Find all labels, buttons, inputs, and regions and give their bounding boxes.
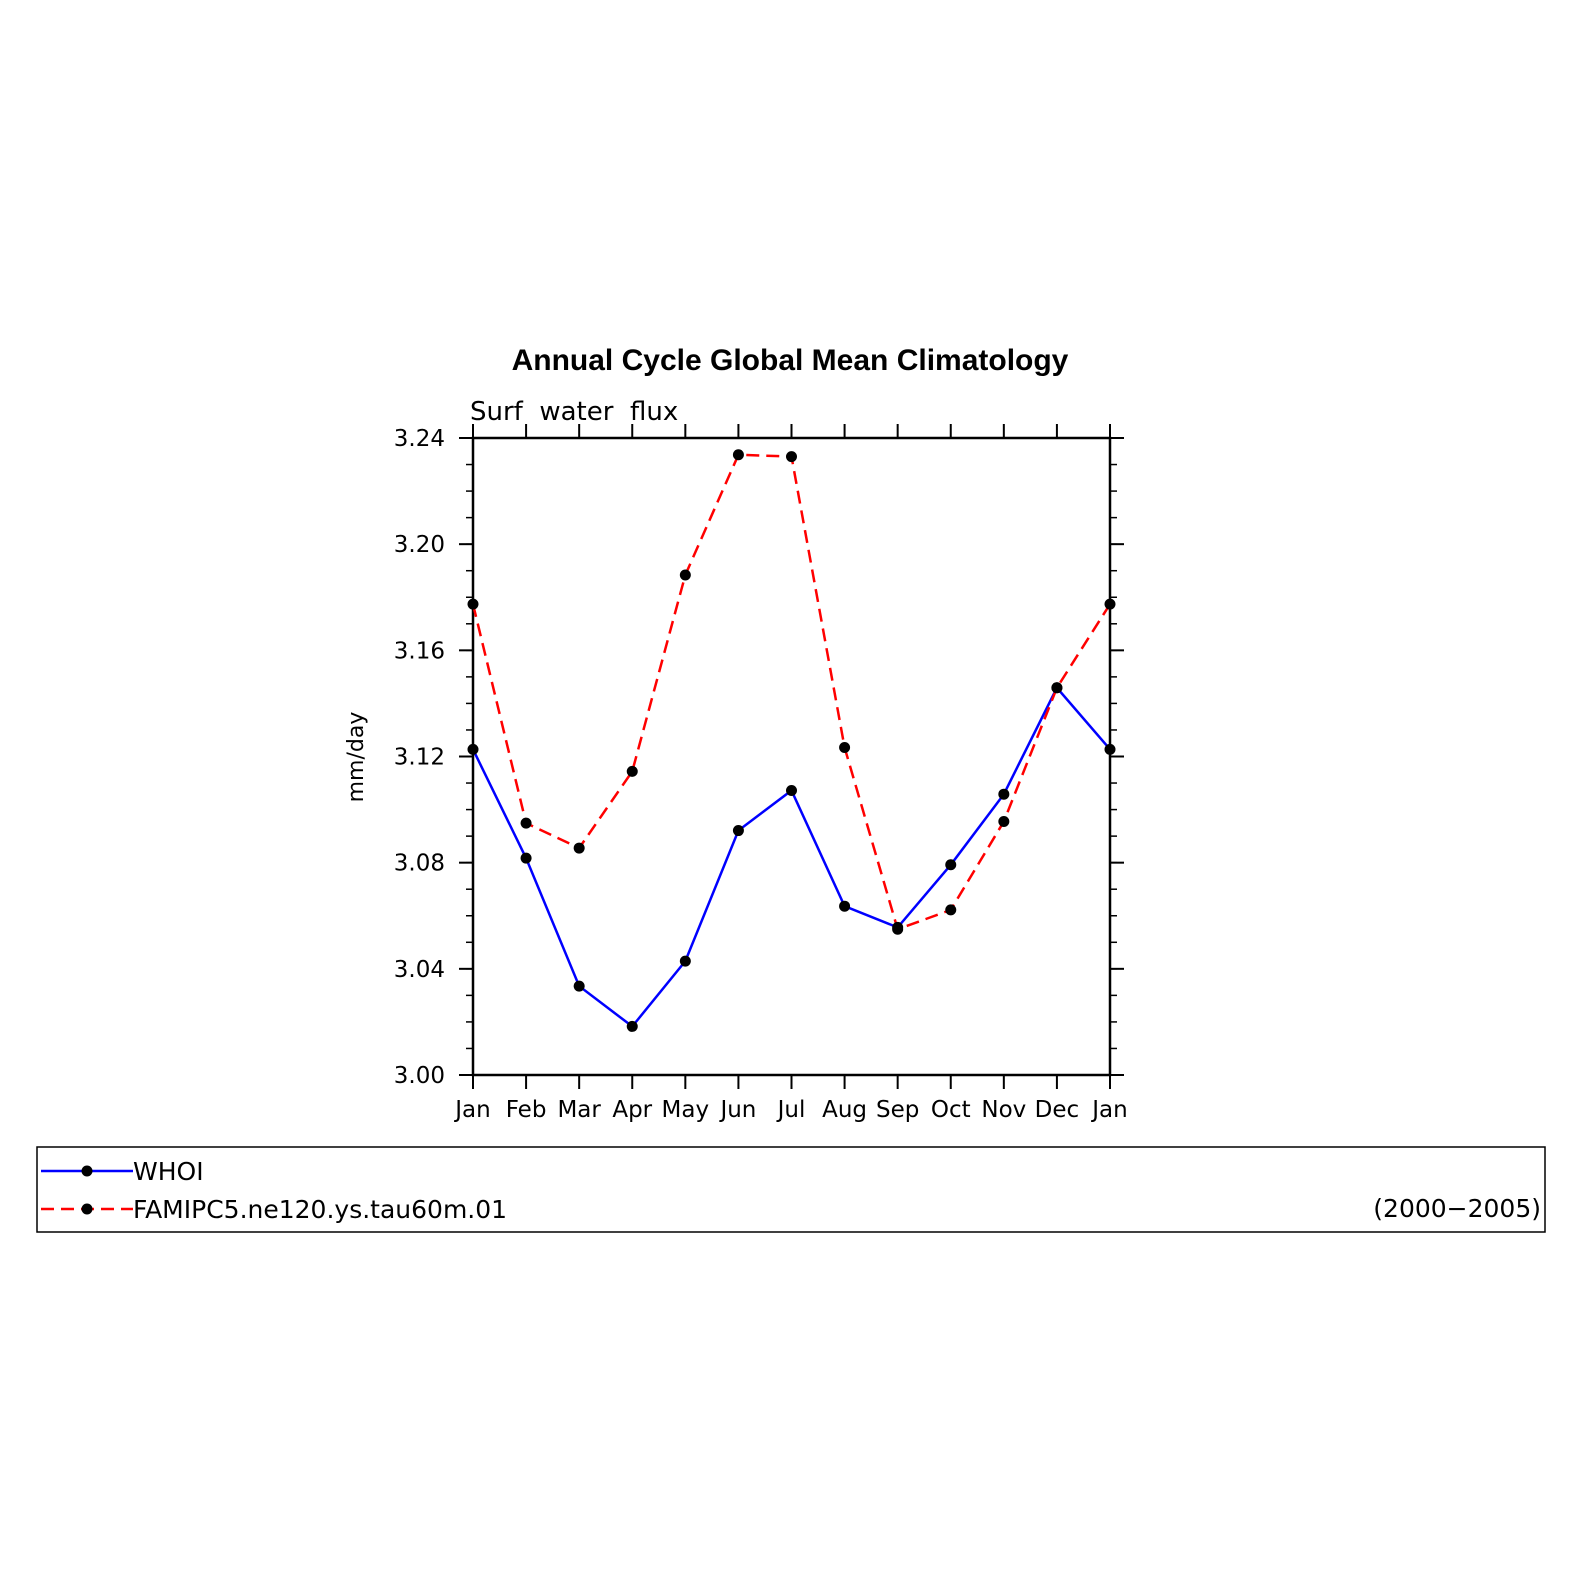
data-point	[467, 743, 479, 755]
series-line-1	[471, 685, 1111, 1029]
data-point	[679, 569, 691, 581]
x-tick-label: Dec	[1035, 1097, 1080, 1123]
x-tick-label: May	[662, 1097, 710, 1123]
y-tick-label: 3.16	[394, 638, 445, 664]
x-tick-label: Jan	[1090, 1097, 1127, 1123]
y-tick-label: 3.12	[394, 745, 445, 771]
plot-frame	[471, 436, 1112, 1077]
x-tick-label: Oct	[931, 1097, 971, 1123]
data-point	[945, 904, 957, 916]
data-point	[839, 900, 851, 912]
data-point	[732, 449, 744, 461]
data-point	[786, 784, 797, 796]
data-point	[786, 451, 797, 463]
x-tick-label: Jun	[718, 1097, 756, 1123]
x-tick-label: Jul	[776, 1097, 806, 1123]
y-tick-label: 3.24	[394, 426, 445, 452]
y-tick-label: 3.20	[394, 532, 445, 558]
y-tick-label: 3.08	[394, 851, 445, 877]
data-point	[1104, 598, 1116, 610]
data-point	[1051, 682, 1063, 694]
x-tick-label: Mar	[557, 1097, 601, 1123]
y-tick-label: 3.04	[394, 957, 445, 983]
data-point	[892, 923, 904, 935]
legend-years: (2000−2005)	[1373, 1194, 1541, 1223]
series-line-2	[471, 453, 1112, 931]
data-point	[573, 980, 585, 992]
data-point	[626, 1020, 638, 1032]
x-tick-label: Nov	[981, 1097, 1026, 1123]
axes: 3.00 3.04 3.08 3.12 3.16 3.20 3.24 Jan Feb Mar Apr…	[394, 424, 1128, 1123]
data-point	[467, 598, 479, 610]
data-point	[626, 765, 638, 777]
data-point	[573, 842, 585, 854]
legend: (2000−2005) WHOI FAMIPC5.ne120.ys.tau60m.…	[36, 1146, 1546, 1233]
x-tick-label: Aug	[822, 1097, 867, 1123]
chart-title: Annual Cycle Global Mean Climatology	[512, 344, 1069, 377]
data-point	[998, 816, 1010, 828]
x-tick-label: Feb	[506, 1097, 547, 1123]
data-point	[732, 825, 744, 837]
data-point	[1104, 743, 1116, 755]
series-layer	[467, 449, 1116, 1032]
x-tick-label: Sep	[876, 1097, 919, 1123]
legend-marker	[81, 1165, 93, 1177]
data-point	[998, 788, 1010, 800]
data-point	[679, 955, 691, 967]
data-point	[520, 817, 532, 829]
legend-box	[36, 1146, 1546, 1233]
legend-label-2: FAMIPC5.ne120.ys.tau60m.01	[133, 1195, 507, 1224]
legend-label-1: WHOI	[133, 1157, 204, 1186]
data-point	[839, 741, 851, 753]
data-point	[520, 852, 532, 864]
chart-subtitle: Surf water flux	[470, 397, 678, 427]
y-axis-label: mm/day	[344, 712, 369, 803]
x-tick-label: Jan	[453, 1097, 490, 1123]
legend-marker	[81, 1203, 93, 1215]
x-tick-label: Apr	[612, 1097, 652, 1123]
y-tick-label: 3.00	[394, 1063, 445, 1089]
data-point	[945, 859, 957, 871]
